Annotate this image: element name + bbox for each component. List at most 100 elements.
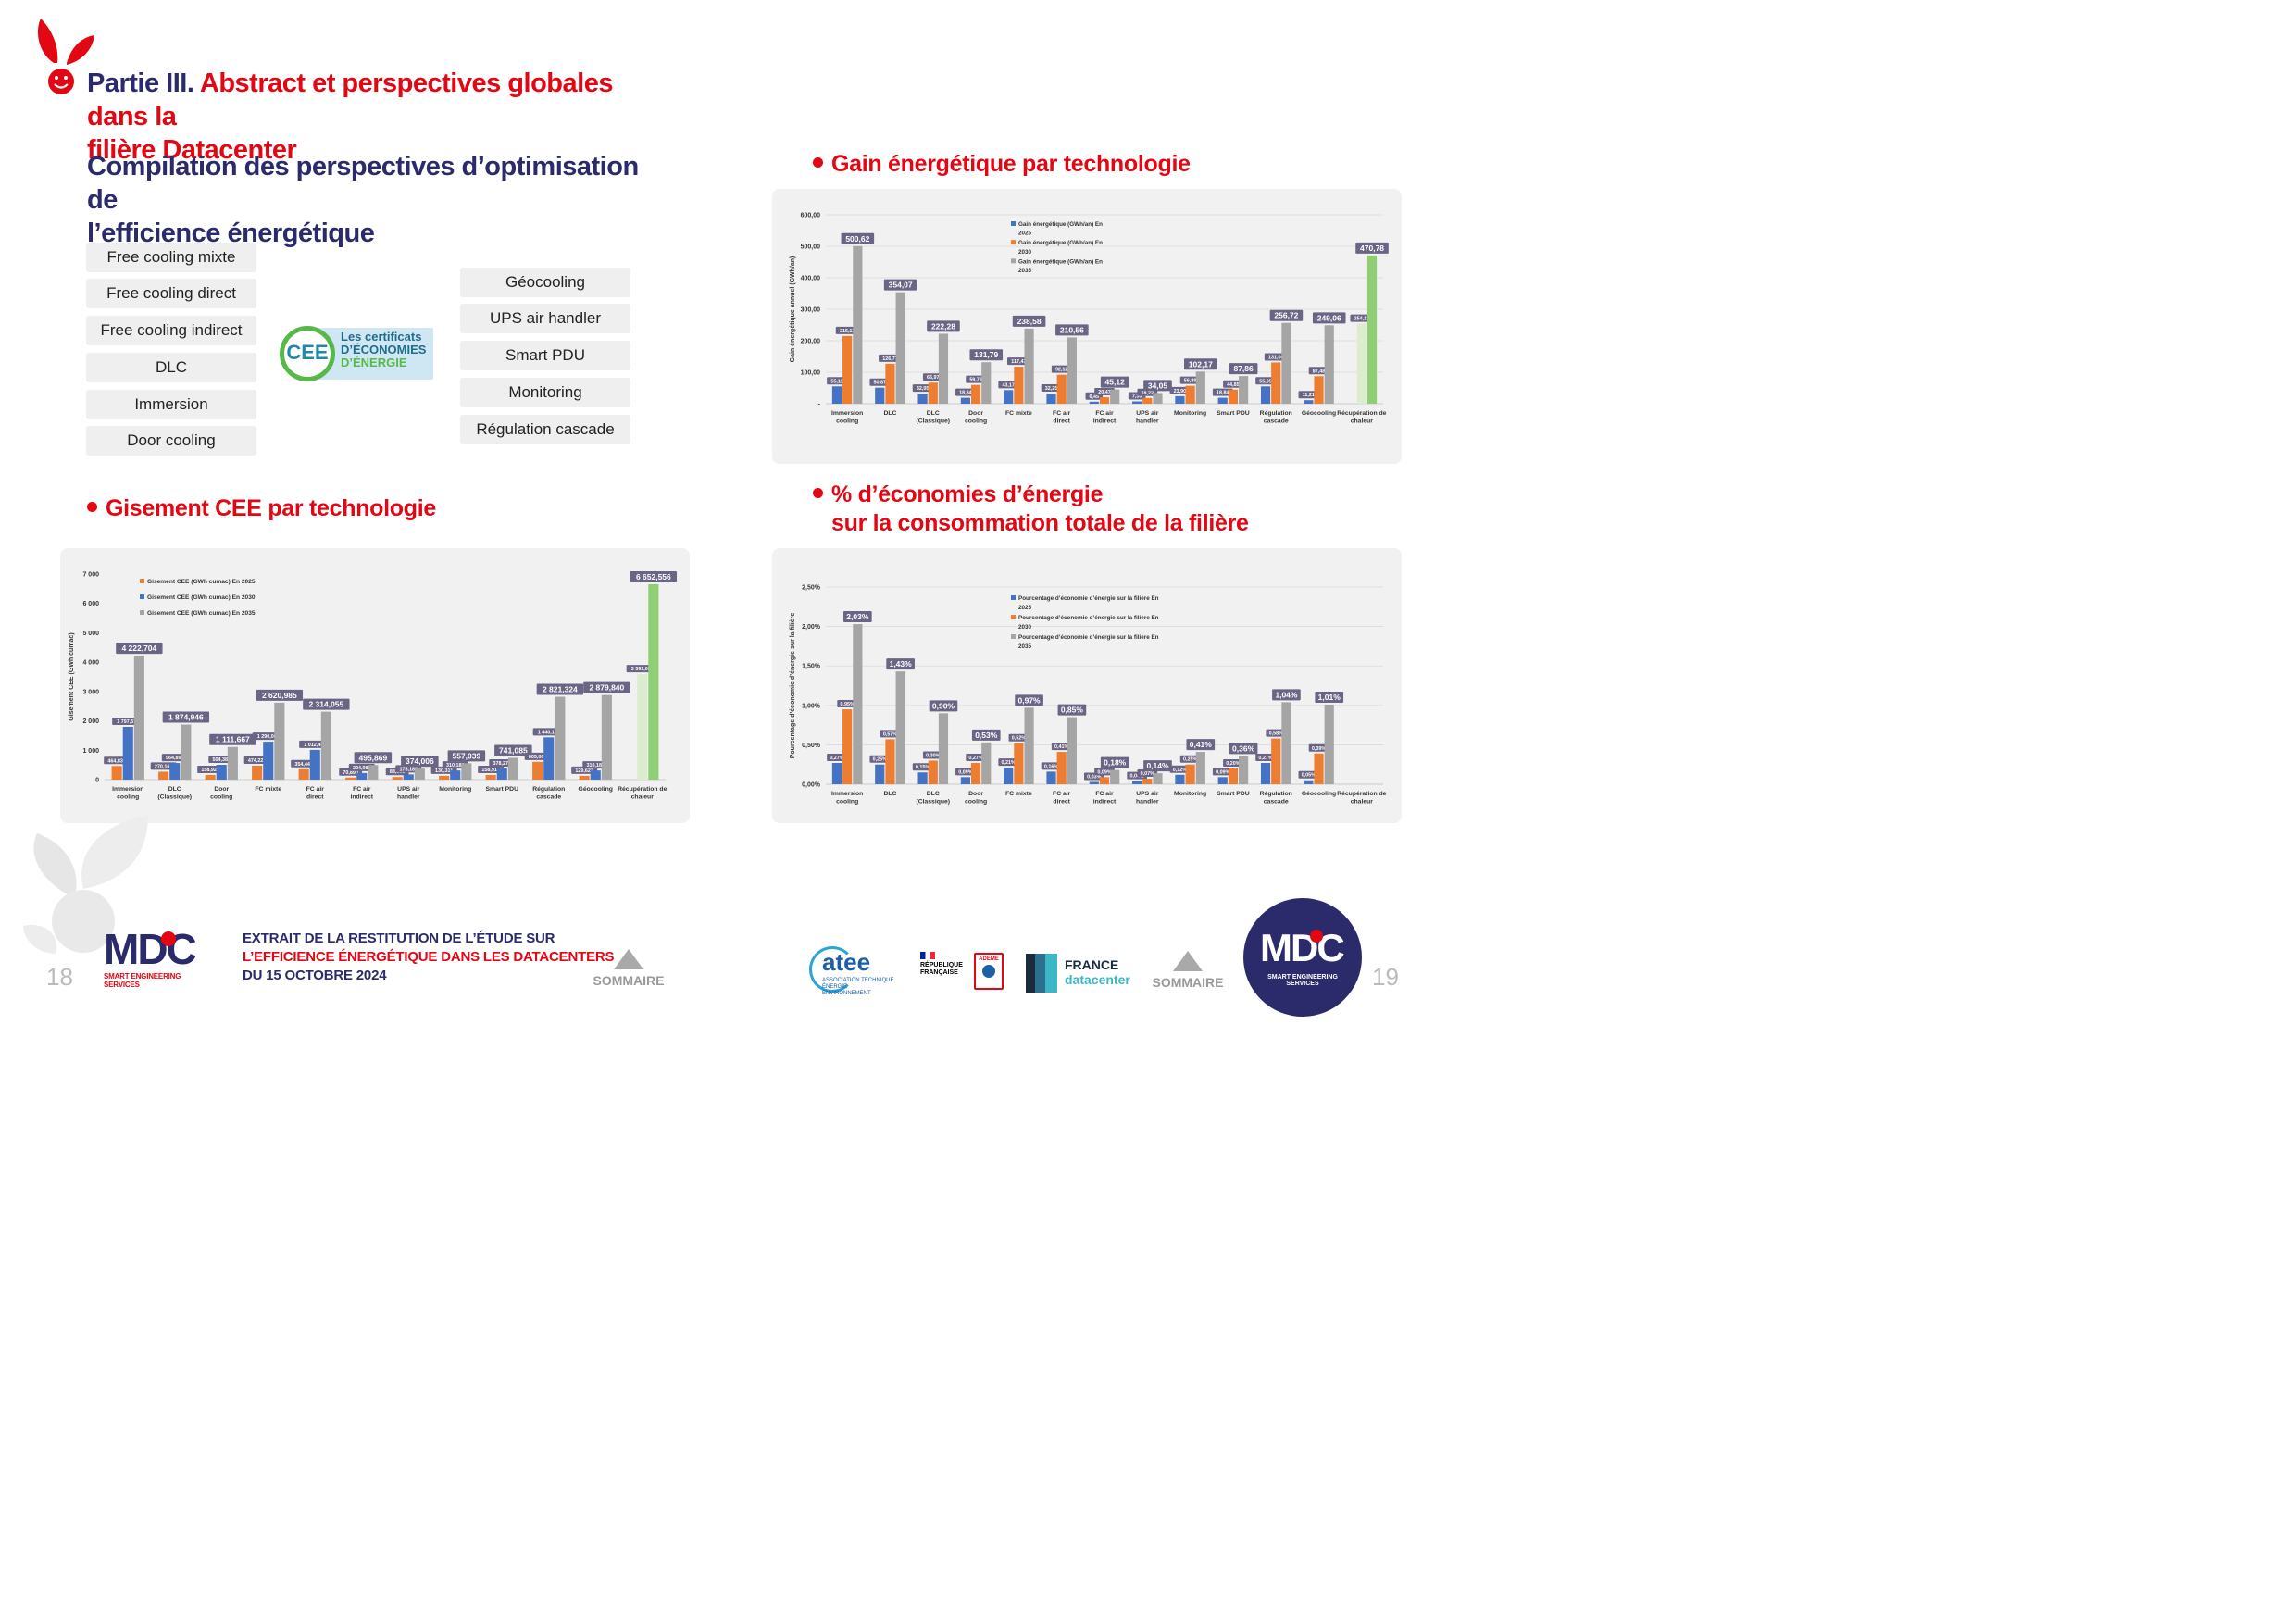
- data-label: 2 821,324: [543, 685, 578, 694]
- legend-label: Pourcentage d’économie d’énergie sur la …: [1018, 615, 1159, 621]
- legend-label: Pourcentage d’économie d’énergie sur la …: [1018, 634, 1159, 641]
- data-label: 158,919: [481, 768, 500, 773]
- bar: [1089, 401, 1099, 404]
- bar: [637, 674, 648, 780]
- bar: [392, 777, 403, 780]
- data-label: 1 874,946: [168, 713, 204, 722]
- x-tick-label: handler: [397, 794, 420, 801]
- data-label: 0,09%: [1097, 769, 1111, 775]
- data-label: 1 012,440: [304, 743, 326, 748]
- bar: [1067, 337, 1077, 404]
- bar: [1132, 781, 1142, 784]
- republique-francaise-logo: RÉPUBLIQUE FRANÇAISE: [920, 952, 967, 991]
- mascot-logo: [37, 19, 94, 94]
- bar: [345, 777, 356, 780]
- data-label-box: [1272, 689, 1301, 701]
- data-label-box: [1100, 376, 1129, 388]
- sommaire-link-left[interactable]: SOMMAIRE: [587, 949, 670, 988]
- y-tick-label: 2 000: [82, 718, 99, 725]
- data-label-box: [912, 384, 933, 393]
- data-label: 18,84: [959, 391, 972, 396]
- x-tick-label: indirect: [1093, 418, 1117, 425]
- bar: [1185, 385, 1195, 404]
- x-tick-label: direct: [1053, 418, 1070, 425]
- bar: [1281, 702, 1292, 784]
- data-label: 2 314,055: [308, 700, 343, 709]
- bar: [274, 702, 285, 780]
- data-label-box: [922, 751, 943, 759]
- data-label: 130,311: [435, 768, 453, 774]
- data-label-box: [1041, 762, 1062, 770]
- bar: [917, 772, 928, 784]
- data-label: 254,13: [1354, 317, 1370, 322]
- data-label: 1 797,575: [117, 719, 139, 725]
- data-label-box: [1223, 380, 1243, 388]
- bar: [181, 724, 192, 780]
- data-label: 55,11: [830, 379, 842, 384]
- x-tick-label: Géocooling: [1302, 791, 1336, 797]
- bar: [895, 292, 905, 404]
- x-tick-label: chaleur: [1351, 799, 1374, 806]
- data-label-box: [1255, 753, 1276, 761]
- bar: [1228, 389, 1239, 404]
- bar: [298, 768, 309, 780]
- tech-pill: Smart PDU: [460, 341, 630, 370]
- legend-label: 2035: [1018, 643, 1032, 650]
- bar: [555, 696, 566, 780]
- data-label: 87,86: [1233, 364, 1254, 373]
- bar: [216, 765, 227, 780]
- data-label: 131,04: [1268, 355, 1284, 360]
- data-label: 32,05: [917, 386, 930, 392]
- bar: [1014, 367, 1024, 404]
- bar: [601, 694, 612, 780]
- data-label-box: [971, 729, 1001, 741]
- sommaire-link-right[interactable]: SOMMAIRE: [1146, 951, 1229, 990]
- bar: [1304, 400, 1314, 404]
- data-label-box: [354, 752, 393, 764]
- data-label-box: [1186, 739, 1216, 751]
- legend-swatch: [1011, 258, 1016, 264]
- data-label: 23,90: [1174, 389, 1187, 394]
- data-label: 256,72: [1274, 311, 1298, 320]
- data-label: 0,27%: [1258, 756, 1272, 761]
- pct-chart: 0,00% 0,50% 1,00% 1,50% 2,00% 2,50% Pourcentag…: [790, 585, 1387, 806]
- tech-pill: DLC: [86, 353, 256, 382]
- legend-swatch: [140, 610, 144, 615]
- data-label: 224,987: [353, 766, 371, 771]
- y-tick-label: 400,00: [801, 276, 821, 282]
- data-label: 56,89: [1184, 379, 1197, 384]
- gisement-chart: 0 1 000 2 000 3 000 4 000 5 000 6 000 7 000 Gise…: [69, 571, 678, 801]
- data-label: 378,278: [493, 761, 512, 767]
- bar: [133, 656, 144, 780]
- legend-label: Gisement CEE (GWh cumac) En 2035: [147, 610, 256, 617]
- bar: [485, 774, 496, 780]
- x-tick-label: Géocooling: [579, 786, 613, 793]
- data-label-box: [998, 381, 1019, 389]
- x-tick-label: Immersion: [831, 791, 863, 797]
- data-label: 4 222,704: [121, 643, 156, 653]
- data-label: 741,085: [499, 745, 528, 755]
- x-tick-label: indirect: [350, 794, 373, 801]
- data-label-box: [1229, 743, 1258, 755]
- x-tick-label: FC mixte: [255, 786, 281, 793]
- x-tick-label: cascade: [1264, 418, 1289, 425]
- data-label-box: [303, 698, 350, 710]
- bar: [875, 387, 885, 404]
- y-tick-label: 1 000: [82, 748, 99, 755]
- data-label: 7,30: [1132, 394, 1142, 400]
- bar: [938, 333, 949, 404]
- x-tick-label: Monitoring: [1174, 791, 1206, 797]
- legend-label: Pourcentage d’économie d’énergie sur la …: [1018, 595, 1159, 602]
- y-tick-label: 6 000: [82, 601, 99, 607]
- data-label-box: [966, 375, 986, 383]
- x-tick-label: UPS air: [397, 786, 420, 793]
- data-label-box: [1008, 733, 1029, 742]
- x-tick-label: direct: [306, 794, 324, 801]
- data-label-box: [955, 388, 976, 396]
- data-label-box: [1312, 312, 1346, 324]
- data-label-box: [1308, 367, 1329, 375]
- data-label: 354,449: [294, 762, 313, 768]
- data-label: 2,03%: [846, 612, 869, 621]
- footer-caption: EXTRAIT DE LA RESTITUTION DE L’ÉTUDE SUR…: [243, 931, 615, 983]
- bar: [368, 765, 379, 780]
